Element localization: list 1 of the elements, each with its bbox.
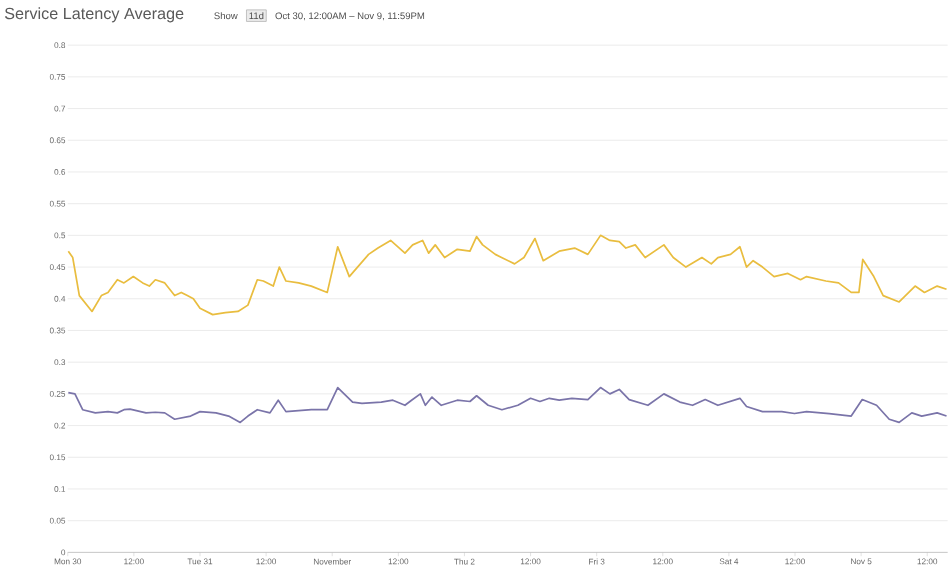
chart-title: Service Latency Average: [4, 7, 184, 23]
